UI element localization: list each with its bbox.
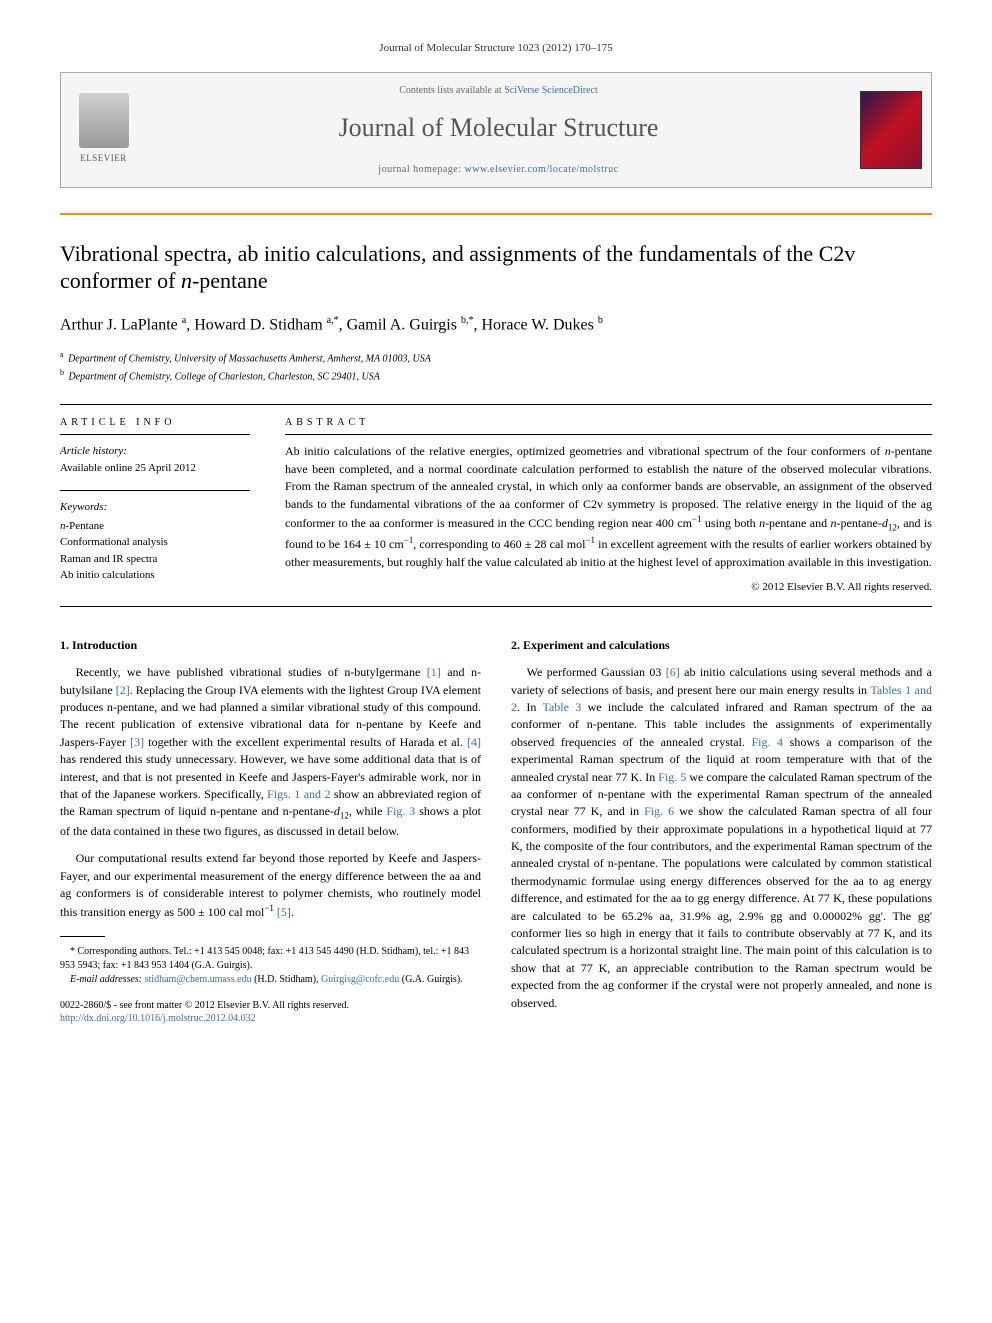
affiliation-a: a Department of Chemistry, University of… <box>60 349 932 367</box>
doi-link[interactable]: http://dx.doi.org/10.1016/j.molstruc.201… <box>60 1012 481 1025</box>
affiliations: a Department of Chemistry, University of… <box>60 349 932 385</box>
email1-who: (H.D. Stidham), <box>252 974 321 985</box>
journal-header: ELSEVIER Contents lists available at Sci… <box>60 72 932 188</box>
issn-line: 0022-2860/$ - see front matter © 2012 El… <box>60 999 481 1012</box>
divider-2 <box>60 606 932 607</box>
info-rule <box>60 434 250 435</box>
abstract-copyright: © 2012 Elsevier B.V. All rights reserved… <box>285 579 932 596</box>
keywords-list: n-PentaneConformational analysisRaman an… <box>60 518 250 584</box>
contents-pre: Contents lists available at <box>399 85 504 96</box>
journal-reference: Journal of Molecular Structure 1023 (201… <box>60 40 932 57</box>
history-text: Available online 25 April 2012 <box>60 460 250 477</box>
authors: Arthur J. LaPlante a, Howard D. Stidham … <box>60 313 932 337</box>
article-info: article info Article history: Available … <box>60 415 250 595</box>
abstract: abstract Ab initio calculations of the r… <box>285 415 932 595</box>
keywords-label: Keywords: <box>60 499 250 516</box>
article-title: Vibrational spectra, ab initio calculati… <box>60 240 932 295</box>
cover-image <box>860 91 922 169</box>
footnote-rule <box>60 936 105 937</box>
title-tail: -pentane <box>192 268 268 293</box>
intro-heading: 1. Introduction <box>60 637 481 654</box>
abstract-heading: abstract <box>285 415 932 430</box>
publisher-name: ELSEVIER <box>80 152 127 166</box>
email-2[interactable]: Guirgisg@cofc.edu <box>321 974 399 985</box>
contents-available: Contents lists available at SciVerse Sci… <box>151 83 846 98</box>
exp-p1: We performed Gaussian 03 [6] ab initio c… <box>511 664 932 1012</box>
affiliation-b: b Department of Chemistry, College of Ch… <box>60 367 932 385</box>
title-italic: n <box>181 268 192 293</box>
email-1[interactable]: stidham@chem.umass.edu <box>145 974 252 985</box>
header-center: Contents lists available at SciVerse Sci… <box>146 73 851 187</box>
orange-rule <box>60 213 932 215</box>
homepage-pre: journal homepage: <box>378 164 464 175</box>
history-label: Article history: <box>60 443 250 460</box>
email-footnote: E-mail addresses: stidham@chem.umass.edu… <box>60 973 481 987</box>
sciencedirect-link[interactable]: SciVerse ScienceDirect <box>504 85 598 96</box>
journal-cover <box>851 73 931 187</box>
info-rule-2 <box>60 490 250 491</box>
info-heading: article info <box>60 415 250 430</box>
footer-block: 0022-2860/$ - see front matter © 2012 El… <box>60 999 481 1025</box>
abstract-rule <box>285 434 932 435</box>
intro-p1: Recently, we have published vibrational … <box>60 664 481 840</box>
intro-p2: Our computational results extend far bey… <box>60 850 481 922</box>
info-abstract-row: article info Article history: Available … <box>60 415 932 595</box>
left-column: 1. Introduction Recently, we have publis… <box>60 637 481 1025</box>
abstract-text: Ab initio calculations of the relative e… <box>285 443 932 571</box>
elsevier-tree-icon <box>79 93 129 148</box>
exp-heading: 2. Experiment and calculations <box>511 637 932 654</box>
email-label: E-mail addresses: <box>70 974 142 985</box>
corresponding-footnote: * Corresponding authors. Tel.: +1 413 54… <box>60 945 481 973</box>
journal-name: Journal of Molecular Structure <box>151 108 846 147</box>
homepage-link[interactable]: www.elsevier.com/locate/molstruc <box>465 164 619 175</box>
right-column: 2. Experiment and calculations We perfor… <box>511 637 932 1025</box>
divider <box>60 404 932 405</box>
homepage-line: journal homepage: www.elsevier.com/locat… <box>151 162 846 177</box>
title-main: Vibrational spectra, ab initio calculati… <box>60 241 855 294</box>
email2-who: (G.A. Guirgis). <box>399 974 462 985</box>
body-columns: 1. Introduction Recently, we have publis… <box>60 637 932 1025</box>
publisher-logo: ELSEVIER <box>61 73 146 187</box>
